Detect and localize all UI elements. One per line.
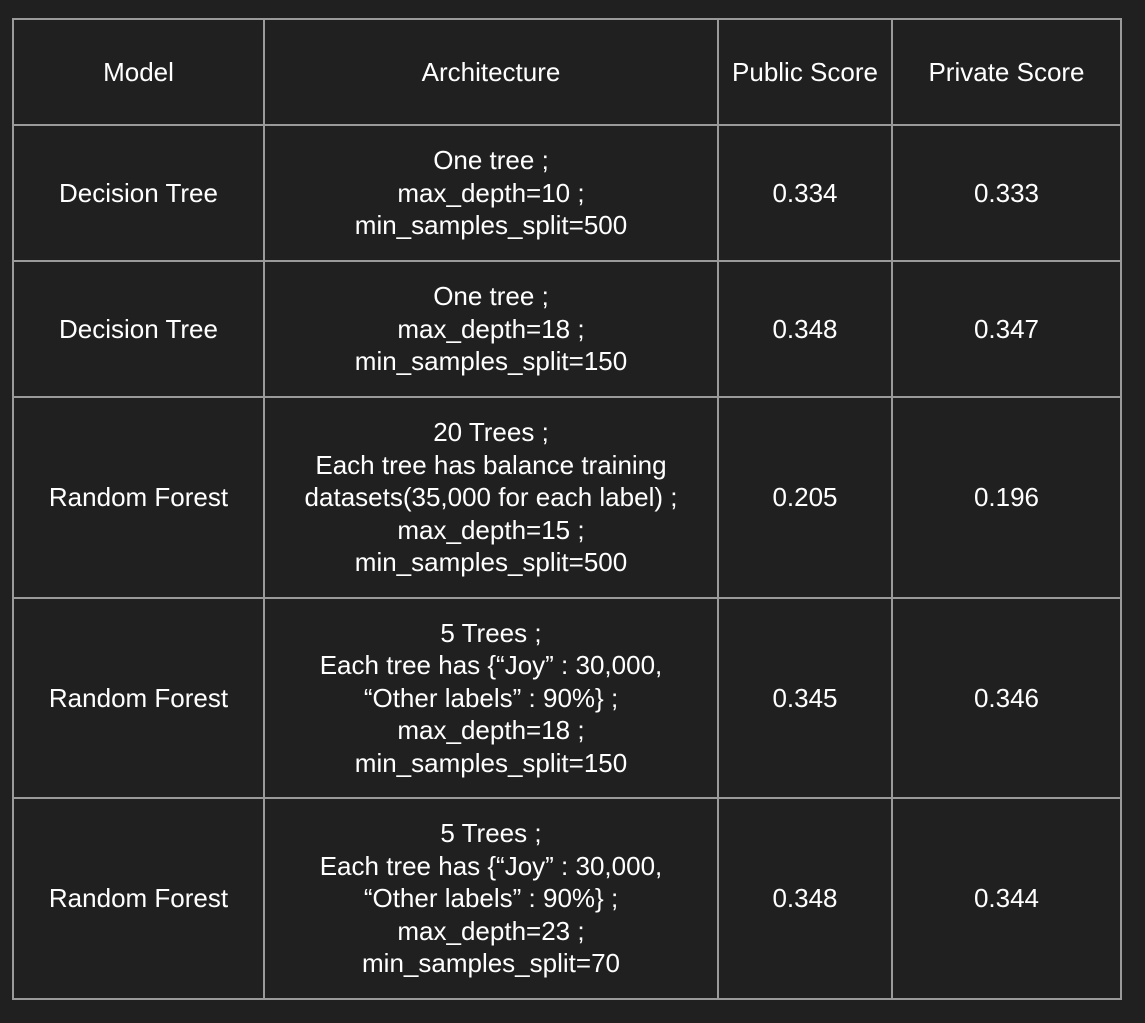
architecture-line: max_depth=18 ; [397, 715, 585, 746]
architecture-line: max_depth=15 ; [397, 514, 585, 545]
model-cell: Decision Tree [12, 124, 265, 262]
private-score-cell: 0.344 [891, 797, 1122, 1000]
public-score-cell: 0.345 [717, 597, 893, 799]
architecture-line: datasets(35,000 for each label) ; [304, 482, 678, 513]
table-row: Random Forest 5 Trees ; Each tree has {“… [12, 797, 1122, 1000]
results-table: Model Architecture Public Score Private … [12, 18, 1122, 1000]
architecture-cell: One tree ; max_depth=18 ; min_samples_sp… [263, 260, 719, 398]
table-row: Decision Tree One tree ; max_depth=18 ; … [12, 260, 1122, 398]
private-score-cell: 0.347 [891, 260, 1122, 398]
architecture-line: max_depth=18 ; [397, 313, 585, 344]
architecture-cell: 20 Trees ; Each tree has balance trainin… [263, 396, 719, 599]
model-cell: Decision Tree [12, 260, 265, 398]
model-cell: Random Forest [12, 597, 265, 799]
table-row: Random Forest 20 Trees ; Each tree has b… [12, 396, 1122, 599]
private-score-cell: 0.346 [891, 597, 1122, 799]
architecture-cell: 5 Trees ; Each tree has {“Joy” : 30,000,… [263, 797, 719, 1000]
architecture-line: Each tree has balance training [315, 449, 667, 480]
architecture-line: max_depth=23 ; [397, 915, 585, 946]
public-score-cell: 0.348 [717, 260, 893, 398]
architecture-line: Each tree has {“Joy” : 30,000, [319, 850, 663, 881]
public-score-cell: 0.205 [717, 396, 893, 599]
architecture-line: max_depth=10 ; [397, 177, 585, 208]
architecture-line: “Other labels” : 90%} ; [363, 883, 619, 914]
architecture-line: 20 Trees ; [433, 417, 549, 448]
model-cell: Random Forest [12, 396, 265, 599]
architecture-line: min_samples_split=150 [354, 346, 628, 377]
private-score-cell: 0.196 [891, 396, 1122, 599]
table-row: Random Forest 5 Trees ; Each tree has {“… [12, 597, 1122, 799]
public-score-cell: 0.334 [717, 124, 893, 262]
architecture-line: 5 Trees ; [440, 617, 542, 648]
architecture-line: 5 Trees ; [440, 818, 542, 849]
table-header-row: Model Architecture Public Score Private … [12, 18, 1122, 126]
architecture-line: “Other labels” : 90%} ; [363, 682, 619, 713]
architecture-line: min_samples_split=500 [354, 210, 628, 241]
header-public-score: Public Score [717, 18, 893, 126]
architecture-cell: One tree ; max_depth=10 ; min_samples_sp… [263, 124, 719, 262]
model-cell: Random Forest [12, 797, 265, 1000]
architecture-line: One tree ; [433, 281, 549, 312]
architecture-line: Each tree has {“Joy” : 30,000, [319, 650, 663, 681]
architecture-cell: 5 Trees ; Each tree has {“Joy” : 30,000,… [263, 597, 719, 799]
architecture-line: min_samples_split=500 [354, 547, 628, 578]
architecture-line: One tree ; [433, 145, 549, 176]
public-score-cell: 0.348 [717, 797, 893, 1000]
architecture-line: min_samples_split=70 [362, 948, 620, 979]
table-row: Decision Tree One tree ; max_depth=10 ; … [12, 124, 1122, 262]
header-private-score: Private Score [891, 18, 1122, 126]
private-score-cell: 0.333 [891, 124, 1122, 262]
architecture-line: min_samples_split=150 [354, 747, 628, 778]
header-architecture: Architecture [263, 18, 719, 126]
header-model: Model [12, 18, 265, 126]
